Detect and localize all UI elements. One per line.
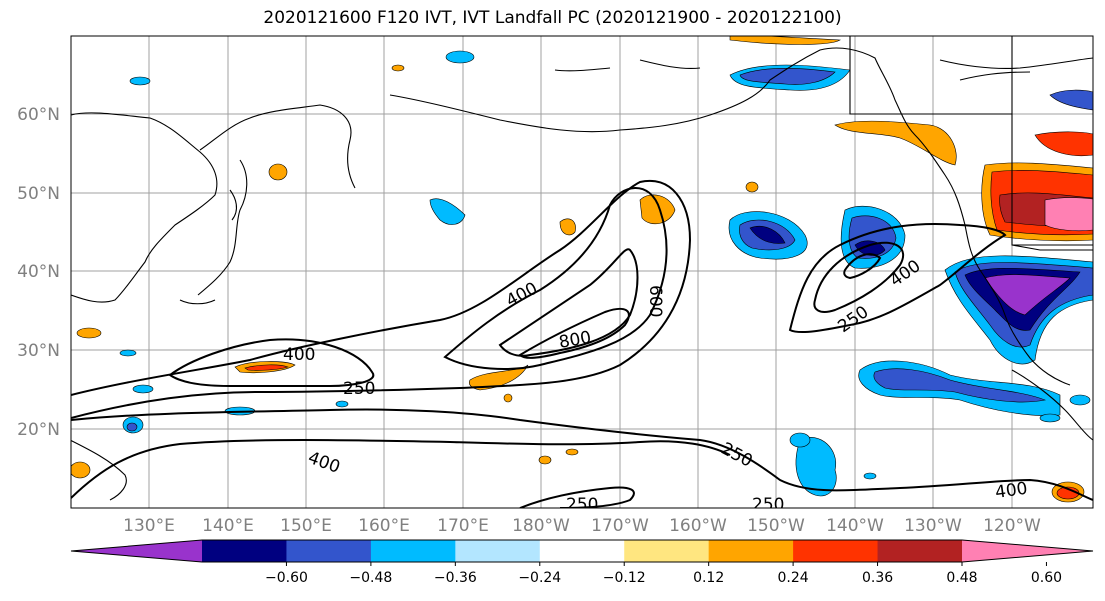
colorbar-tick-label: −0.24 [518, 570, 561, 586]
lat-label: 50°N [17, 184, 60, 204]
colorbar-tick-label: −0.36 [434, 570, 477, 586]
lon-label: 140°W [826, 516, 884, 536]
lon-label: 170°W [591, 516, 649, 536]
longitude-labels: 130°E 140°E 150°E 160°E 170°E 180°W 170°… [123, 516, 1041, 536]
colorbar-swatch [624, 540, 710, 562]
lat-label: 60°N [17, 105, 60, 125]
colorbar-swatch [708, 540, 794, 562]
colorbar-swatch [455, 540, 541, 562]
lon-label: 150°E [280, 516, 332, 536]
colorbar-swatch [286, 540, 372, 562]
contour-label: 400 [994, 479, 1029, 503]
lon-label: 160°W [669, 516, 727, 536]
lat-label: 20°N [17, 420, 60, 440]
ivt-contours [71, 179, 1093, 508]
lon-label: 120°W [983, 516, 1041, 536]
contour-label: 600 [645, 285, 665, 317]
colorbar-extend-min [71, 540, 202, 562]
colorbar-extend-max [962, 540, 1093, 562]
lat-label: 30°N [17, 341, 60, 361]
colorbar: −0.60 −0.48 −0.36 −0.24 −0.12 0.12 0.24 0.36 0.4… [70, 539, 1094, 586]
contour-label: 400 [283, 345, 315, 365]
lat-label: 40°N [17, 262, 60, 282]
colorbar-tick-label: 0.48 [946, 570, 977, 586]
colorbar-swatch [539, 540, 625, 562]
coastlines [71, 36, 1093, 501]
latitude-labels: 60°N 50°N 40°N 30°N 20°N [17, 105, 60, 440]
lon-label: 130°E [123, 516, 175, 536]
lon-label: 180°W [512, 516, 570, 536]
colorbar-tick-label: 0.36 [862, 570, 893, 586]
map-content: 400 400 400 800 600 250 250 400 250 400 … [71, 36, 1093, 515]
pc-fill-regions [71, 36, 1093, 503]
colorbar-swatch [370, 540, 456, 562]
lon-label: 150°W [747, 516, 805, 536]
colorbar-tick-label: 0.60 [1031, 570, 1062, 586]
colorbar-swatch [793, 540, 879, 562]
graticule [71, 36, 1093, 508]
lon-label: 140°E [202, 516, 254, 536]
colorbar-tick-label: 0.12 [693, 570, 724, 586]
colorbar-tick-label: 0.24 [778, 570, 809, 586]
map-background [71, 36, 1093, 508]
colorbar-tick-label: −0.48 [349, 570, 392, 586]
lon-label: 130°W [904, 516, 962, 536]
lon-label: 160°E [358, 516, 410, 536]
colorbar-swatch [877, 540, 963, 562]
map-title: 2020121600 F120 IVT, IVT Landfall PC (20… [263, 8, 842, 28]
colorbar-tick-label: −0.60 [265, 570, 308, 586]
map-frame [70, 35, 1094, 509]
contour-label: 250 [566, 495, 598, 515]
lon-label: 170°E [437, 516, 489, 536]
contour-label: 250 [752, 495, 784, 515]
contour-label: 250 [343, 379, 375, 399]
colorbar-swatch [202, 540, 287, 562]
colorbar-tick-label: −0.12 [603, 570, 646, 586]
colorbar-outline [70, 539, 1094, 563]
